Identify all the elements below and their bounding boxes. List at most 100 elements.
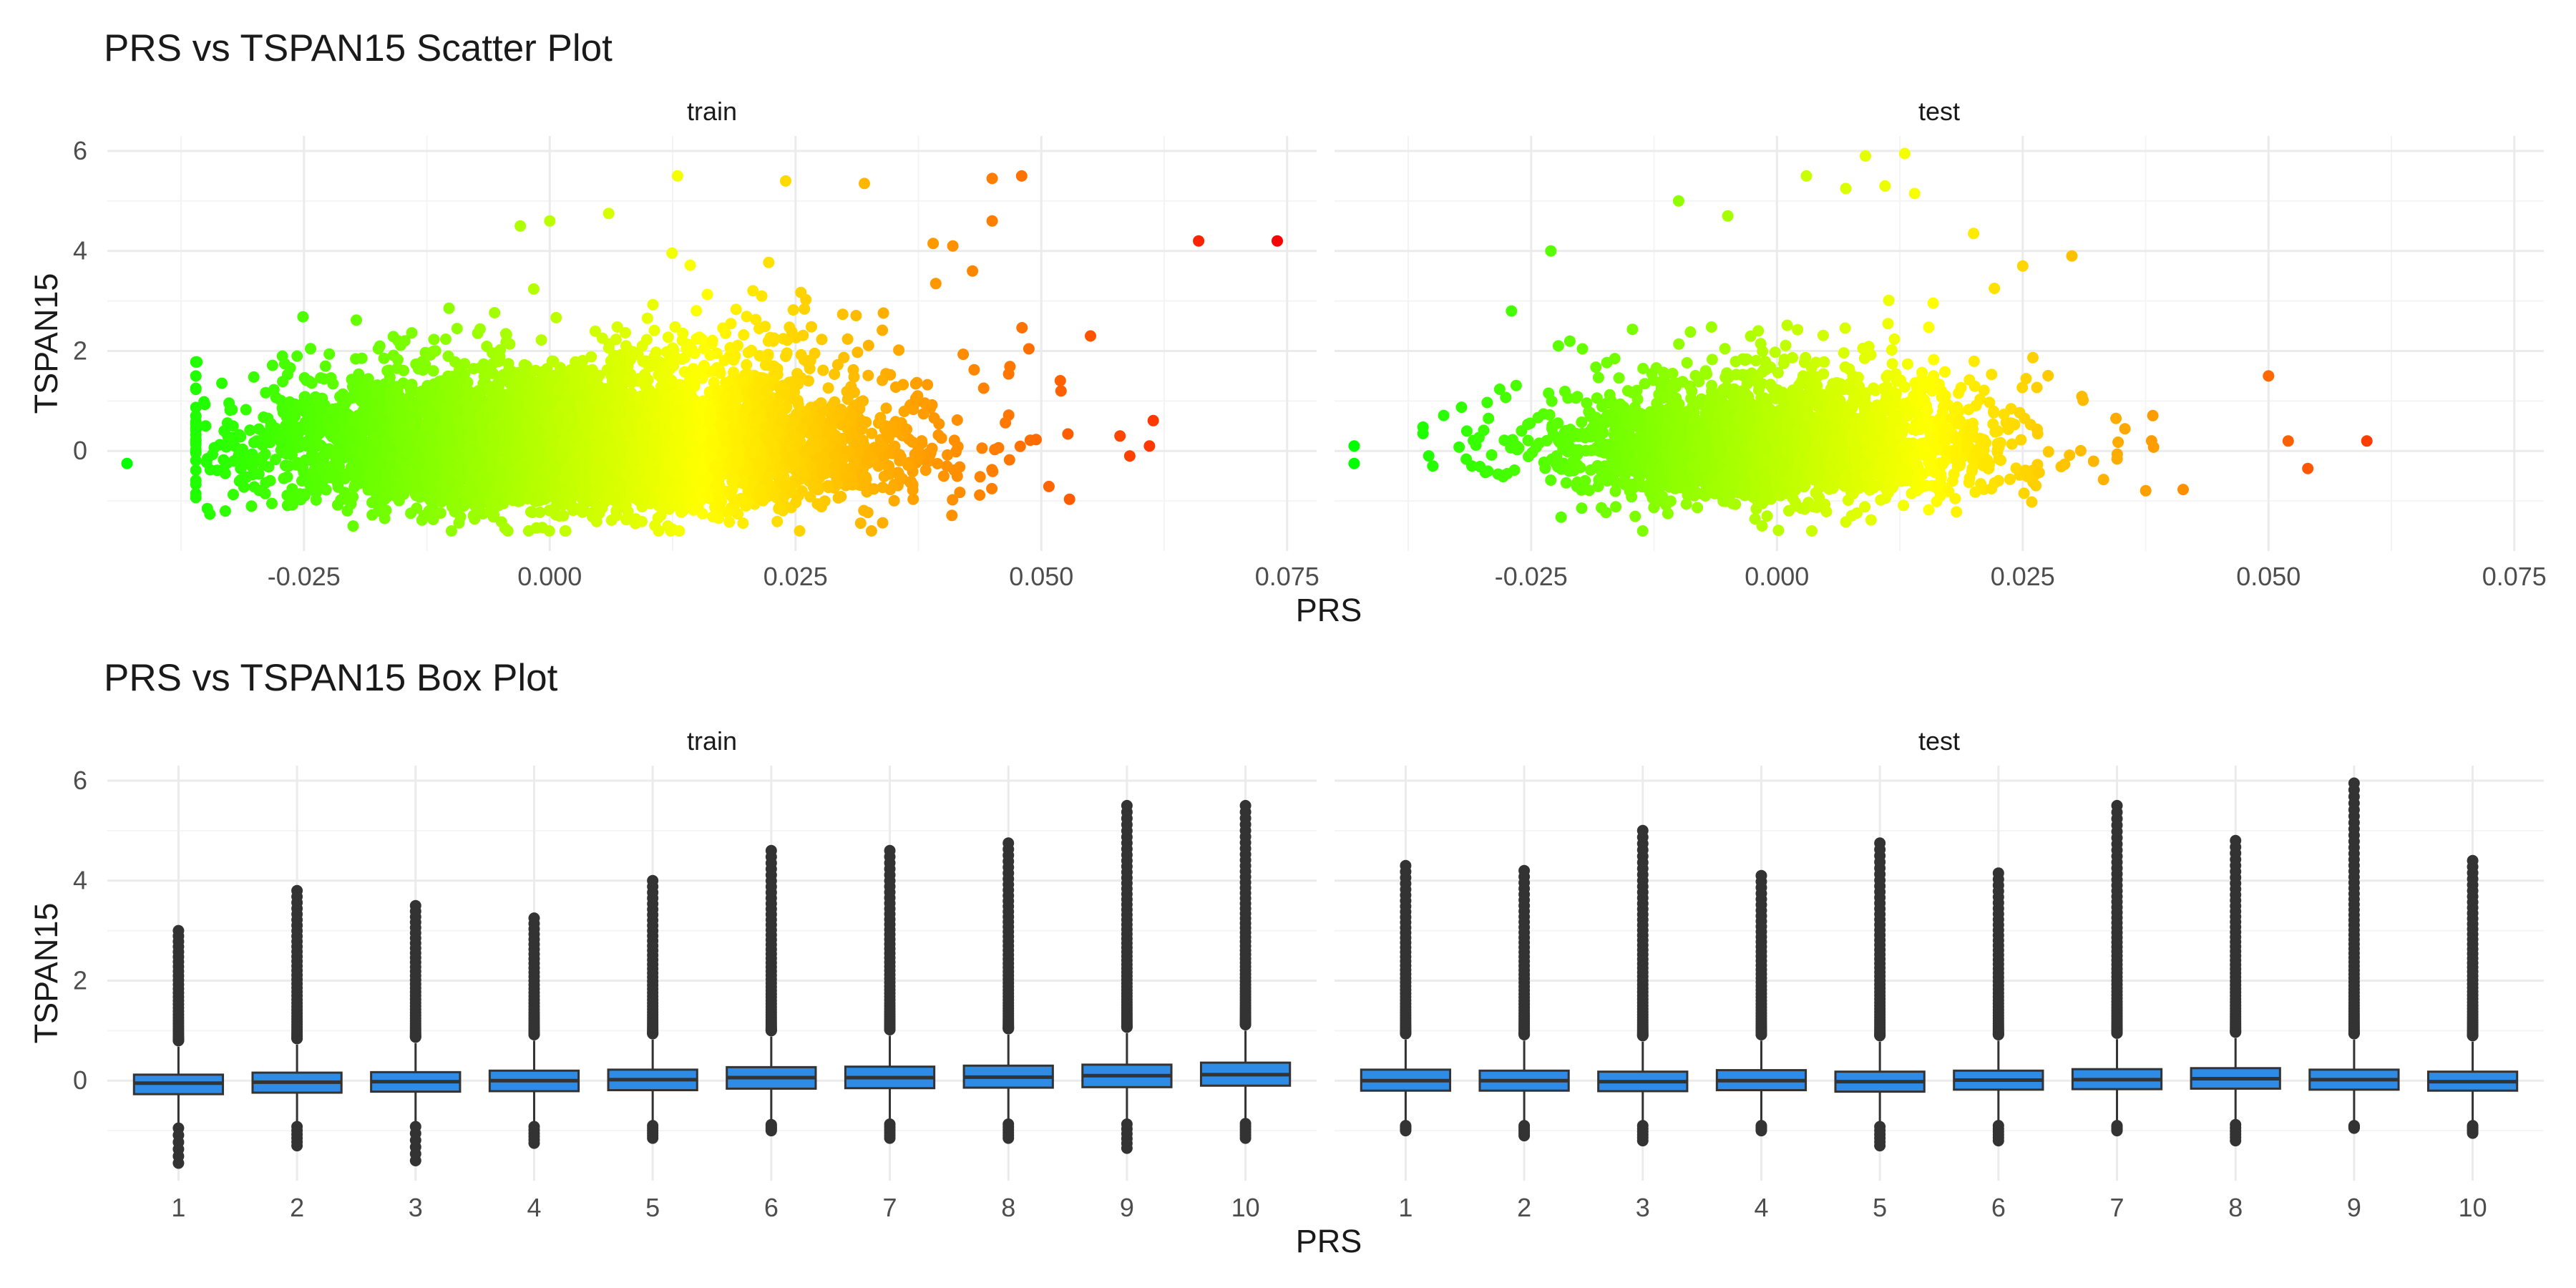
scatter-point xyxy=(190,454,202,467)
scatter-point xyxy=(647,298,659,311)
scatter-point xyxy=(691,305,703,317)
scatter-point xyxy=(932,429,945,441)
scatter-point xyxy=(260,431,272,444)
scatter-point xyxy=(796,485,808,497)
scatter-point xyxy=(636,340,648,352)
scatter-point xyxy=(930,278,942,290)
scatter-point xyxy=(1062,428,1074,440)
scatter-point xyxy=(741,358,753,371)
scatter-point xyxy=(228,489,239,501)
scatter-point xyxy=(1043,480,1055,492)
scatter-point xyxy=(974,489,986,501)
scatter-point xyxy=(439,333,452,345)
scatter-point xyxy=(954,487,966,499)
scatter-point xyxy=(620,514,633,526)
scatter-point xyxy=(499,522,511,535)
scatter-point xyxy=(922,379,934,391)
scatter-point xyxy=(1016,322,1028,333)
scatter-point xyxy=(917,408,930,420)
scatter-point xyxy=(347,445,359,457)
scatter-point xyxy=(378,352,390,364)
scatter-point xyxy=(474,323,486,335)
scatter-point xyxy=(534,507,546,518)
scatter-point xyxy=(756,290,768,302)
scatter-point xyxy=(311,399,323,411)
scatter-point xyxy=(781,347,793,359)
scatter-point xyxy=(530,522,542,534)
scatter-point xyxy=(865,525,877,537)
scatter-point xyxy=(260,386,272,399)
scatter-point xyxy=(888,494,900,507)
scatter-point xyxy=(218,454,230,466)
scatter-point xyxy=(763,256,775,268)
scatter-point xyxy=(550,499,562,512)
scatter-point xyxy=(1054,375,1066,386)
scatter-point xyxy=(951,470,963,482)
scatter-point xyxy=(436,496,448,508)
scatter-point xyxy=(835,491,847,502)
scatter-point xyxy=(253,423,265,435)
scatter-point xyxy=(190,464,202,477)
scatter-point xyxy=(725,318,737,330)
scatter-x-tick-label: 0.075 xyxy=(1255,562,1319,591)
scatter-point xyxy=(310,494,322,506)
scatter-point xyxy=(662,331,674,343)
scatter-point xyxy=(806,321,817,333)
scatter-point xyxy=(901,424,913,435)
scatter-point xyxy=(691,333,703,345)
scatter-point xyxy=(932,458,944,469)
scatter-point xyxy=(957,348,970,361)
scatter-point xyxy=(774,501,786,513)
scatter-point xyxy=(248,371,260,383)
scatter-point xyxy=(331,499,343,511)
scatter-point xyxy=(762,349,774,361)
scatter-point xyxy=(278,472,290,484)
scatter-point xyxy=(190,356,202,368)
scatter-point xyxy=(741,311,753,323)
scatter-point xyxy=(589,325,601,337)
scatter-point xyxy=(986,482,998,494)
scatter-point xyxy=(877,482,889,494)
scatter-x-tick-label: 0.000 xyxy=(517,562,582,591)
scatter-point xyxy=(190,401,202,414)
scatter-point xyxy=(884,369,897,381)
scatter-point xyxy=(977,382,990,394)
scatter-point xyxy=(882,431,894,444)
scatter-point xyxy=(822,479,834,492)
scatter-point xyxy=(414,491,426,503)
scatter-point xyxy=(684,259,696,271)
scatter-point xyxy=(868,483,880,495)
scatter-point xyxy=(358,384,370,396)
scatter-point xyxy=(611,321,623,333)
scatter-point xyxy=(872,417,884,429)
scatter-point xyxy=(387,331,399,343)
scatter-point xyxy=(339,472,351,484)
scatter-point xyxy=(550,311,562,323)
scatter-point xyxy=(190,370,202,382)
scatter-point xyxy=(968,364,980,376)
scatter-point xyxy=(795,286,807,298)
scatter-point xyxy=(898,406,910,417)
scatter-point xyxy=(1014,440,1026,452)
scatter-point xyxy=(893,469,905,481)
scatter-point xyxy=(941,460,953,472)
scatter-point xyxy=(350,353,362,365)
scatter-point xyxy=(848,386,860,399)
scatter-point xyxy=(707,511,719,523)
scatter-point xyxy=(946,509,958,522)
scatter-point xyxy=(258,411,270,423)
scatter-point xyxy=(489,307,501,318)
scatter-point xyxy=(372,343,384,355)
scatter-point xyxy=(831,358,844,371)
scatter-point xyxy=(862,369,874,381)
scatter-point xyxy=(947,494,959,506)
scatter-point xyxy=(214,439,226,451)
scatter-point xyxy=(410,358,422,370)
scatter-point xyxy=(771,363,784,375)
scatter-point xyxy=(535,334,547,346)
scatter-point xyxy=(1002,409,1015,421)
scatter-point xyxy=(190,419,202,430)
scatter-point xyxy=(942,449,954,461)
scatter-point xyxy=(356,436,369,448)
